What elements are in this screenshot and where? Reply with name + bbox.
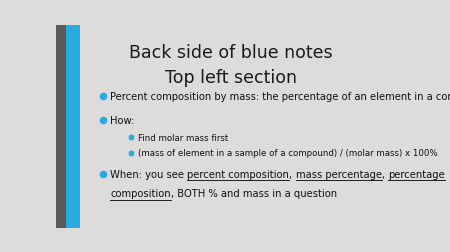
Text: Back side of blue notes: Back side of blue notes <box>129 44 333 62</box>
Text: (mass of element in a sample of a compound) / (molar mass) x 100%: (mass of element in a sample of a compou… <box>138 149 438 158</box>
Text: When: you see: When: you see <box>110 169 188 179</box>
Text: mass percentage: mass percentage <box>296 169 382 179</box>
Text: ,: , <box>382 169 388 179</box>
Text: , BOTH % and mass in a question: , BOTH % and mass in a question <box>171 189 337 199</box>
Polygon shape <box>56 26 70 228</box>
Polygon shape <box>66 26 80 228</box>
Text: percentage: percentage <box>388 169 445 179</box>
Text: percent composition: percent composition <box>188 169 289 179</box>
Text: Top left section: Top left section <box>165 69 297 87</box>
Text: Find molar mass first: Find molar mass first <box>138 133 229 142</box>
Text: ,: , <box>289 169 296 179</box>
Text: composition: composition <box>110 189 171 199</box>
Text: Percent composition by mass: the percentage of an element in a compound: Percent composition by mass: the percent… <box>110 92 450 102</box>
Text: How:: How: <box>110 115 135 125</box>
